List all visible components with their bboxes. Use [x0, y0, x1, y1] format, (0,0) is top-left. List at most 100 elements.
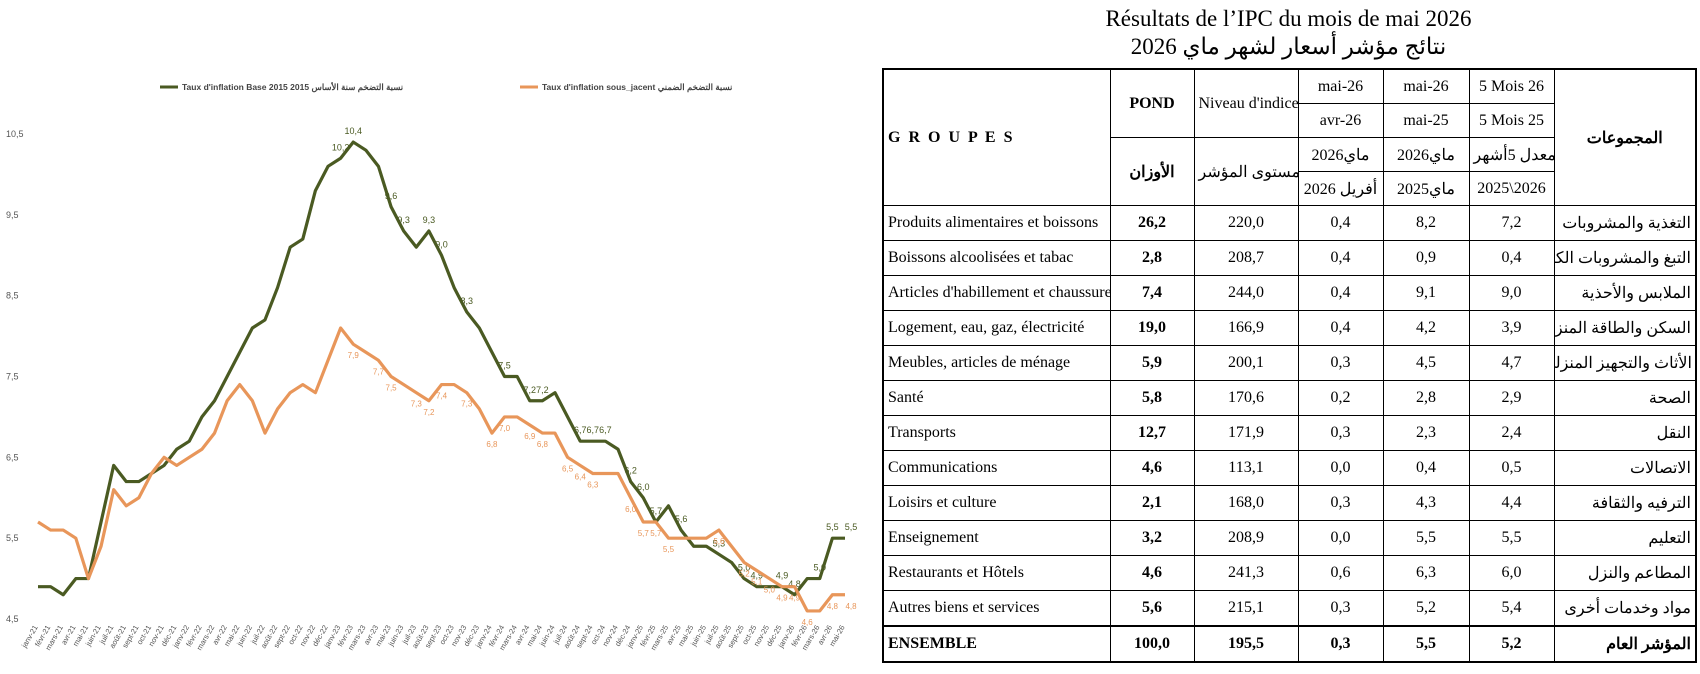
- data-label: 4,8: [845, 602, 857, 611]
- table-row: ENSEMBLE 100,0 195,5 0,3 5,5 5,2 المؤشر العام: [882, 625, 1697, 663]
- group-name: Autres biens et services: [882, 590, 1111, 627]
- header-cell: أفريل 2026: [1297, 171, 1384, 206]
- cell-value: 2,1: [1109, 485, 1195, 521]
- data-label: 5,6: [713, 537, 725, 546]
- group-name: Articles d'habillement et chaussures: [882, 275, 1111, 311]
- header-cell: المجموعات: [1553, 68, 1697, 206]
- cell-value: 2,8: [1382, 380, 1470, 416]
- cell-value: 7,2: [1468, 205, 1555, 241]
- header-cell: 2025\2026: [1468, 171, 1555, 206]
- group-name: Meubles, articles de ménage: [882, 345, 1111, 381]
- data-label: 7,3: [411, 400, 423, 409]
- group-name: الأثاث والتجهيز المنزلي: [1553, 345, 1697, 381]
- table-row: Loisirs et culture 2,1 168,0 0,3 4,3 4,4 الترف…: [882, 485, 1697, 521]
- data-label: 6,3: [587, 481, 599, 490]
- cell-value: 0,3: [1297, 625, 1384, 663]
- cell-value: 5,6: [1109, 590, 1195, 627]
- data-label: 4,9: [750, 571, 763, 581]
- cell-value: 244,0: [1193, 275, 1299, 311]
- header-cell: mai-26: [1297, 68, 1384, 104]
- cell-value: 0,2: [1297, 380, 1384, 416]
- data-label: 6,9: [524, 432, 536, 441]
- table-row: Produits alimentaires et boissons 26,2 220…: [882, 205, 1697, 241]
- table-subtitle: نتائج مؤشر أسعار لشهر ماي 2026: [1130, 34, 1447, 59]
- group-name: Transports: [882, 415, 1111, 451]
- group-name: Produits alimentaires et boissons: [882, 205, 1111, 241]
- data-label: 9,6: [385, 191, 398, 201]
- group-name: Logement, eau, gaz, électricité: [882, 310, 1111, 346]
- group-name: السكن والطاقة المنزلية: [1553, 310, 1697, 346]
- group-name: الصحة: [1553, 380, 1697, 416]
- table-row: Articles d'habillement et chaussures 7,4 2…: [882, 275, 1697, 311]
- cell-value: 4,3: [1382, 485, 1470, 521]
- group-name: التغذية والمشروبات: [1553, 205, 1697, 241]
- cell-value: 0,9: [1382, 240, 1470, 276]
- cell-value: 0,4: [1297, 205, 1384, 241]
- group-name: ENSEMBLE: [882, 625, 1111, 663]
- cell-value: 4,6: [1109, 555, 1195, 591]
- cell-value: 0,4: [1297, 275, 1384, 311]
- cell-value: 220,0: [1193, 205, 1299, 241]
- cell-value: 2,4: [1468, 415, 1555, 451]
- y-tick-label: 7,5: [6, 372, 19, 382]
- cell-value: 0,3: [1297, 415, 1384, 451]
- header-cell: 5 Mois 26: [1468, 68, 1555, 104]
- table-row: Enseignement 3,2 208,9 0,0 5,5 5,5 التعليم: [882, 520, 1697, 556]
- data-label: 7,9: [348, 351, 360, 360]
- data-label: 6,7: [574, 425, 587, 435]
- cell-value: 0,0: [1297, 520, 1384, 556]
- data-label: 6,7: [599, 425, 612, 435]
- data-label: 7,2: [536, 385, 549, 395]
- table-row: Logement, eau, gaz, électricité 19,0 166,9…: [882, 310, 1697, 346]
- legend-label: Taux d'inflation Base 2015 نسبة التضخم س…: [182, 81, 403, 93]
- data-label: 9,0: [435, 239, 448, 249]
- header-cell: الأوزان: [1109, 137, 1195, 206]
- group-name: الاتصالات: [1553, 450, 1697, 486]
- cell-value: 2,8: [1109, 240, 1195, 276]
- header-cell: 5 Mois 25: [1468, 103, 1555, 138]
- data-label: 7,3: [461, 400, 473, 409]
- group-name: التعليم: [1553, 520, 1697, 556]
- cell-value: 166,9: [1193, 310, 1299, 346]
- header-cell: ماي2026: [1297, 137, 1384, 172]
- data-label: 5,7: [638, 529, 650, 538]
- data-label: 6,8: [537, 440, 549, 449]
- cell-value: 170,6: [1193, 380, 1299, 416]
- y-tick-label: 4,5: [6, 614, 19, 624]
- header-cell: مستوى المؤشر: [1193, 137, 1299, 206]
- cell-value: 6,0: [1468, 555, 1555, 591]
- data-label: 5,7: [650, 529, 662, 538]
- cell-value: 2,3: [1382, 415, 1470, 451]
- group-name: المطاعم والنزل: [1553, 555, 1697, 591]
- data-label: 10,2: [332, 142, 350, 152]
- group-name: Loisirs et culture: [882, 485, 1111, 521]
- data-label: 8,3: [460, 296, 473, 306]
- cell-value: 0,6: [1297, 555, 1384, 591]
- data-label: 4,9: [776, 594, 788, 603]
- data-label: 5,0: [738, 563, 751, 573]
- data-label: 7,4: [436, 392, 448, 401]
- table-row: Meubles, articles de ménage 5,9 200,1 0,3 4,…: [882, 345, 1697, 381]
- header-cell: ماي2026: [1382, 137, 1470, 172]
- cell-value: 171,9: [1193, 415, 1299, 451]
- cell-value: 0,3: [1297, 485, 1384, 521]
- cell-value: 0,0: [1297, 450, 1384, 486]
- data-label: 7,2: [423, 408, 435, 417]
- data-label: 5,1: [751, 578, 763, 587]
- data-label: 5,6: [675, 514, 688, 524]
- data-label: 5,7: [650, 506, 663, 516]
- data-label: 5,5: [845, 522, 858, 532]
- cell-value: 7,4: [1109, 275, 1195, 311]
- data-label: 10,4: [344, 126, 362, 136]
- data-label: 4,9: [789, 594, 801, 603]
- data-label: 6,0: [637, 482, 650, 492]
- y-tick-label: 5,5: [6, 533, 19, 543]
- cell-value: 208,9: [1193, 520, 1299, 556]
- chart: 4,55,56,57,58,59,510,5janv-21févr-21mars…: [6, 81, 858, 652]
- cell-value: 200,1: [1193, 345, 1299, 381]
- data-label: 5,3: [713, 538, 726, 548]
- table-row: Transports 12,7 171,9 0,3 2,3 2,4 النقل: [882, 415, 1697, 451]
- cell-value: 5,4: [1468, 590, 1555, 627]
- group-name: Enseignement: [882, 520, 1111, 556]
- data-label: 4,6: [802, 618, 814, 627]
